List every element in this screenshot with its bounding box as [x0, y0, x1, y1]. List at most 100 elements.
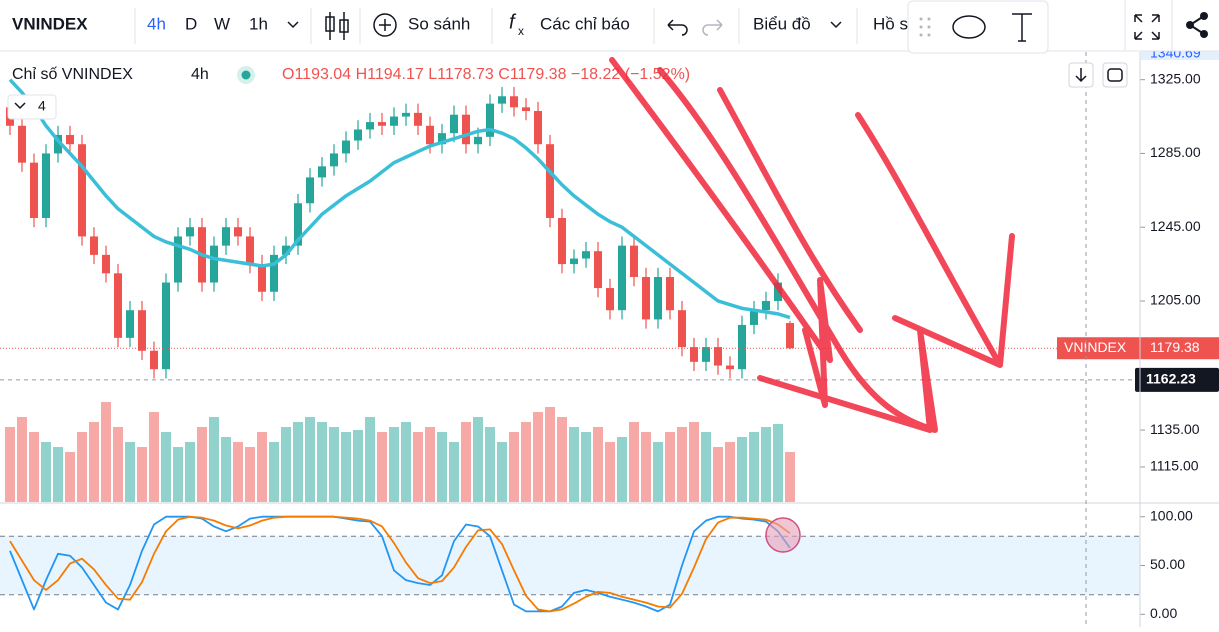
volume-bar: [185, 442, 195, 502]
candle-body: [690, 347, 698, 362]
candle-body: [762, 300, 770, 311]
indicators-button[interactable]: Các chỉ báo: [540, 14, 630, 33]
interval-menu[interactable]: [287, 21, 299, 29]
candle-body: [486, 103, 494, 137]
candle-body: [282, 245, 290, 255]
volume-bar: [245, 447, 255, 502]
volume-bar: [509, 432, 519, 502]
volume-bar: [113, 427, 123, 502]
candle-body: [726, 365, 734, 370]
crosshair-value: 1162.23: [1146, 371, 1196, 387]
volume-bar: [5, 427, 15, 502]
volume-bar: [137, 447, 147, 502]
volume-bar: [293, 422, 303, 502]
last-price-value: 1179.38: [1150, 339, 1200, 355]
hand-drawn-arrows: [609, 57, 1015, 433]
auto-icon: [1107, 68, 1123, 82]
moving-average: [8, 78, 791, 320]
interval-button[interactable]: W: [214, 14, 230, 33]
candle-body: [426, 125, 434, 145]
volume-bar: [353, 430, 363, 502]
candle-body: [438, 133, 446, 145]
volume-bar: [521, 422, 531, 502]
candle-body: [246, 236, 254, 265]
interval-button[interactable]: D: [185, 14, 197, 33]
candle-body: [450, 114, 458, 134]
volume-bar: [413, 432, 423, 502]
candle-body: [174, 236, 182, 283]
chart-title: Chỉ số VNINDEX: [12, 66, 133, 83]
candle-body: [750, 310, 758, 325]
volume-bar: [197, 427, 207, 502]
candle-body: [54, 134, 62, 154]
drag-handle[interactable]: [919, 17, 931, 37]
volume-bar: [53, 447, 63, 502]
interval-button[interactable]: 1h: [249, 14, 268, 33]
volume-bar: [713, 447, 723, 502]
fx-icon[interactable]: f: [509, 11, 517, 33]
volume-bar: [173, 447, 183, 502]
volume-bar: [497, 442, 507, 502]
stochastic-line: [9, 515, 791, 613]
volume-bar: [209, 417, 219, 502]
candle-body: [606, 288, 614, 311]
volume-bar: [77, 432, 87, 502]
chart-menu[interactable]: Biểu đồ: [753, 14, 811, 33]
ellipse-tool[interactable]: [952, 15, 986, 39]
volume-bar: [725, 442, 735, 502]
candle-body: [366, 122, 374, 130]
undo-button[interactable]: [667, 19, 688, 36]
candle-body: [90, 236, 98, 255]
volume-bar: [41, 442, 51, 502]
indicator-toggle[interactable]: [7, 94, 57, 120]
candle-body: [786, 323, 794, 349]
chart-type-icon[interactable]: [325, 12, 349, 40]
candle-body: [102, 254, 110, 274]
share-button[interactable]: [1186, 12, 1208, 38]
candle-body: [162, 282, 170, 370]
candle-body: [330, 153, 338, 167]
candle-body: [186, 227, 194, 237]
volume-bar: [473, 417, 483, 502]
y-tick-label: 1135.00: [1150, 421, 1200, 437]
candle-body: [594, 251, 602, 289]
interval-button[interactable]: 4h: [147, 14, 166, 33]
candle-body: [582, 251, 590, 259]
volume-bar: [341, 432, 351, 502]
fullscreen-button[interactable]: [1134, 14, 1160, 40]
volume-bar: [485, 427, 495, 502]
volume-bar: [449, 442, 459, 502]
candle-body: [654, 277, 662, 320]
candle-body: [354, 129, 362, 141]
compare-button[interactable]: So sánh: [408, 14, 470, 33]
volume-bar: [785, 452, 795, 502]
redo-button[interactable]: [702, 19, 723, 36]
volume-bar: [125, 442, 135, 502]
template-menu[interactable]: Hồ s: [873, 14, 908, 33]
volume-bar: [389, 427, 399, 502]
auto-button[interactable]: [1102, 62, 1128, 88]
volume-bar: [401, 422, 411, 502]
candle-body: [258, 264, 266, 292]
y-tick-label: 1285.00: [1150, 144, 1201, 160]
compare-icon[interactable]: [373, 13, 397, 37]
volume-bar: [533, 412, 543, 502]
volume-bar: [617, 437, 627, 502]
last-price-symbol: VNINDEX: [1064, 339, 1127, 355]
candle-body: [546, 144, 554, 218]
y-tick-label: 0.00: [1150, 605, 1177, 621]
volume-bar: [557, 417, 567, 502]
symbol[interactable]: VNINDEX: [12, 14, 88, 33]
volume-bar: [461, 422, 471, 502]
text-tool[interactable]: [1012, 13, 1032, 42]
volume-bar: [593, 427, 603, 502]
chevron-icon: [830, 21, 842, 29]
volume-bar: [65, 452, 75, 502]
candle-body: [114, 273, 122, 338]
candle-body: [138, 310, 146, 351]
volume-bar: [569, 427, 579, 502]
band: [0, 536, 1140, 595]
volume-bar: [281, 427, 291, 502]
candle-body: [678, 310, 686, 348]
